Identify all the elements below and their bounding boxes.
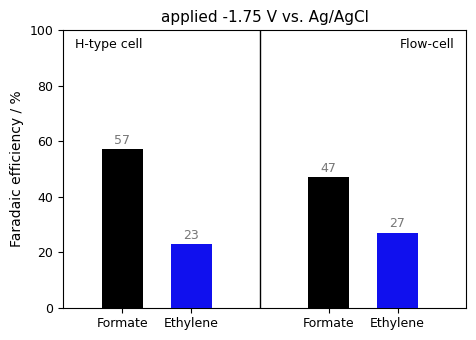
Title: applied -1.75 V vs. Ag/AgCl: applied -1.75 V vs. Ag/AgCl xyxy=(160,10,368,25)
Text: 57: 57 xyxy=(114,134,130,147)
Text: Flow-cell: Flow-cell xyxy=(399,38,454,51)
Bar xyxy=(377,233,418,308)
Bar xyxy=(308,177,349,308)
Bar xyxy=(170,244,212,308)
Y-axis label: Faradaic efficiency / %: Faradaic efficiency / % xyxy=(10,90,24,247)
Text: 23: 23 xyxy=(183,228,199,241)
Bar xyxy=(102,149,143,308)
Text: 47: 47 xyxy=(321,162,337,175)
Text: H-type cell: H-type cell xyxy=(75,38,142,51)
Text: 27: 27 xyxy=(389,217,406,231)
